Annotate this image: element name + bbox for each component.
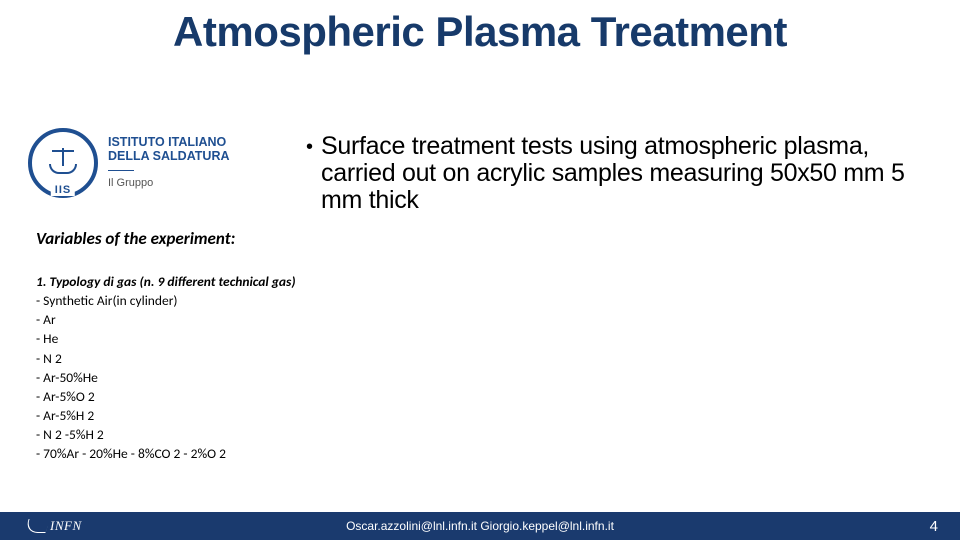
footer-page-number: 4 xyxy=(930,518,938,535)
slide-title: Atmospheric Plasma Treatment xyxy=(0,8,960,56)
iis-logo-line1: ISTITUTO ITALIANO xyxy=(108,136,230,150)
bullet-block: • Surface treatment tests using atmosphe… xyxy=(306,133,930,214)
infn-logo-text: INFN xyxy=(50,518,82,534)
iis-logo-block: IIS ISTITUTO ITALIANO DELLA SALDATURA Il… xyxy=(28,128,230,198)
gas-item-3: - N 2 xyxy=(36,349,296,368)
gas-item-7: - N 2 -5%H 2 xyxy=(36,425,296,444)
infn-swoosh-icon xyxy=(23,519,50,533)
iis-logo-line2: DELLA SALDATURA xyxy=(108,150,230,164)
slide: Atmospheric Plasma Treatment IIS ISTITUT… xyxy=(0,0,960,540)
gas-item-6: - Ar-5%H 2 xyxy=(36,406,296,425)
gas-item-4: - Ar-50%He xyxy=(36,368,296,387)
footer-emails: Oscar.azzolini@lnl.infn.it Giorgio.keppe… xyxy=(346,519,614,533)
iis-logo-sub: Il Gruppo xyxy=(108,177,230,189)
gas-item-0: - Synthetic Air(in cylinder) xyxy=(36,291,296,310)
bullet-marker: • xyxy=(306,133,313,161)
footer-bar: INFN Oscar.azzolini@lnl.infn.it Giorgio.… xyxy=(0,512,960,540)
iis-logo-emblem: IIS xyxy=(28,128,98,198)
iis-logo-text: ISTITUTO ITALIANO DELLA SALDATURA Il Gru… xyxy=(108,136,230,189)
gas-item-5: - Ar-5%O 2 xyxy=(36,387,296,406)
infn-logo: INFN xyxy=(26,518,82,534)
gas-list-lead: 1. Typology di gas (n. 9 different techn… xyxy=(36,272,296,291)
iis-logo-abbrev: IIS xyxy=(51,184,75,196)
gas-item-2: - He xyxy=(36,329,296,348)
title-text: Atmospheric Plasma Treatment xyxy=(173,8,787,55)
bullet-text: Surface treatment tests using atmospheri… xyxy=(321,133,930,214)
gas-item-1: - Ar xyxy=(36,310,296,329)
variables-heading: Variables of the experiment: xyxy=(36,228,235,249)
gas-list: 1. Typology di gas (n. 9 different techn… xyxy=(36,272,296,464)
gas-item-8: - 70%Ar - 20%He - 8%CO 2 - 2%O 2 xyxy=(36,444,296,463)
